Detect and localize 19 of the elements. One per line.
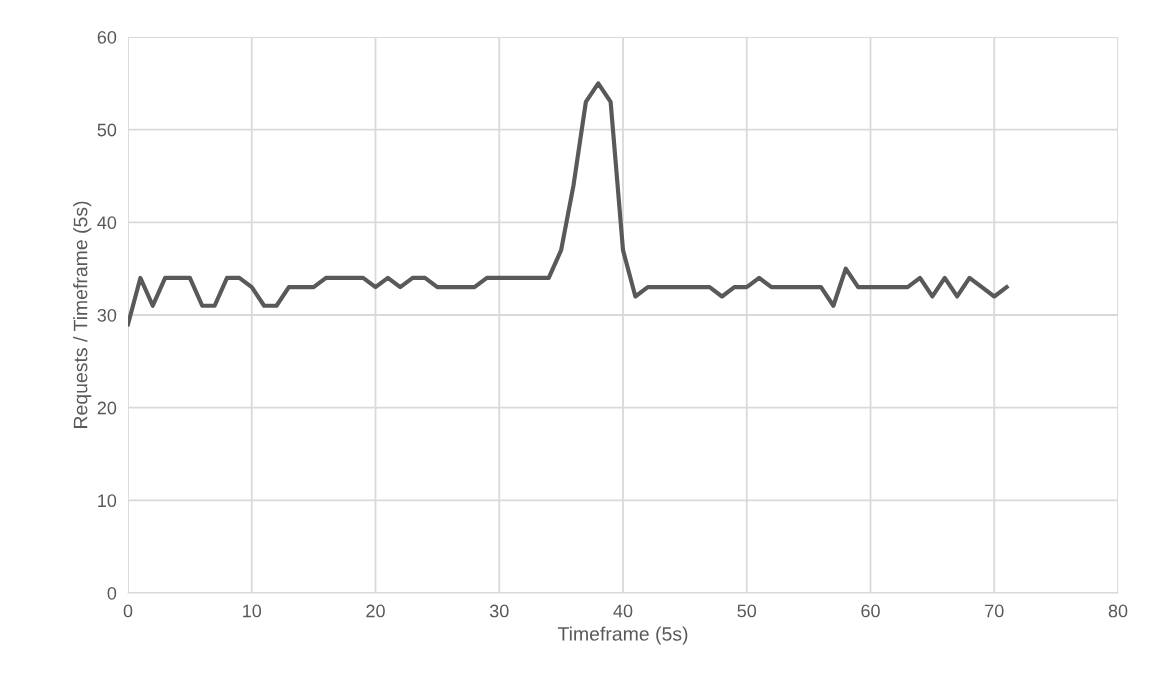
x-axis-title: Timeframe (5s) [557, 626, 688, 645]
y-axis-title: Requests / Timeframe (5s) [73, 201, 92, 428]
y-tick-label: 40 [97, 216, 117, 230]
y-tick-label: 0 [107, 586, 117, 600]
x-tick-label: 80 [1108, 604, 1128, 618]
x-tick-label: 10 [243, 604, 262, 618]
x-tick-label: 20 [366, 604, 385, 618]
x-tick-label: 40 [613, 604, 633, 618]
y-tick-label: 30 [97, 308, 117, 322]
x-tick-label: 70 [985, 604, 1004, 618]
x-tick-label: 50 [737, 604, 757, 618]
x-tick-label: 60 [861, 604, 880, 618]
y-tick-label: 10 [98, 494, 117, 508]
line-series [128, 81, 1009, 327]
y-tick-label: 60 [97, 30, 117, 44]
x-tick-label: 30 [489, 604, 509, 618]
x-tick-label: 0 [123, 604, 133, 618]
y-tick-label: 50 [97, 123, 117, 137]
y-tick-label: 20 [97, 401, 117, 415]
